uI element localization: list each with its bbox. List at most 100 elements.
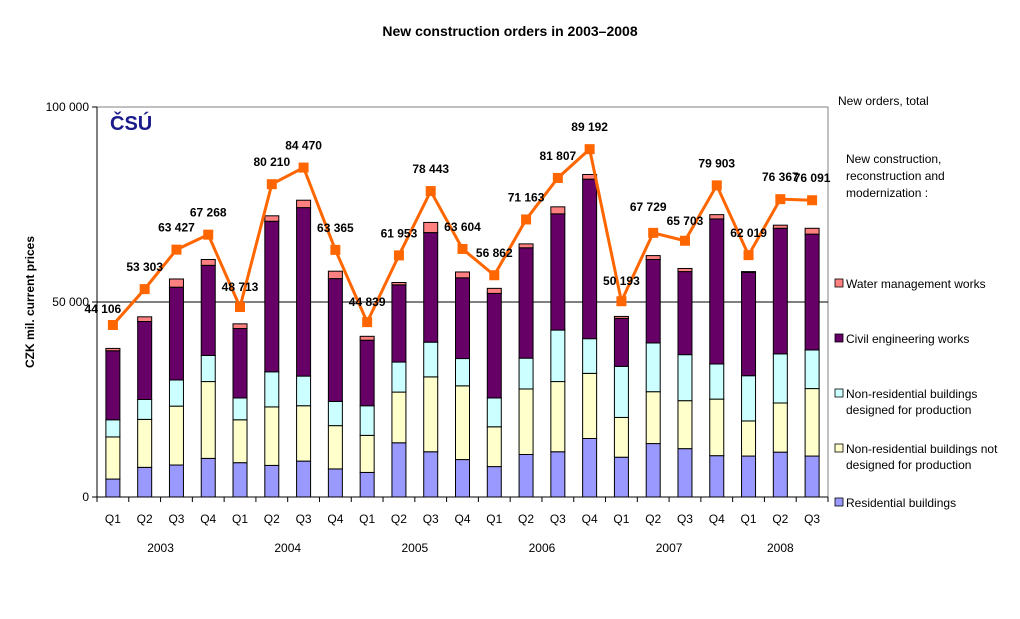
bar-segment-4 bbox=[741, 271, 757, 273]
total-data-label: 76 091 bbox=[794, 171, 831, 185]
bar-segment-1 bbox=[137, 418, 153, 468]
bar-stack bbox=[709, 214, 725, 498]
bar-segment-2 bbox=[232, 397, 248, 421]
bar-segment-3 bbox=[359, 339, 375, 407]
bar-segment-0 bbox=[677, 448, 693, 498]
bar-segment-1 bbox=[200, 381, 216, 459]
bar-segment-2 bbox=[804, 349, 820, 390]
total-line-marker bbox=[425, 186, 436, 197]
x-tick-label: Q3 bbox=[677, 512, 693, 526]
bar-segment-2 bbox=[200, 354, 216, 383]
total-line-marker bbox=[584, 144, 595, 155]
total-line-marker bbox=[139, 284, 150, 295]
bar-segment-4 bbox=[105, 347, 121, 352]
bar-stack bbox=[264, 215, 280, 498]
bar-segment-2 bbox=[137, 399, 153, 420]
x-tick-label: Q1 bbox=[359, 512, 375, 526]
bar-segment-4 bbox=[232, 323, 248, 330]
y-axis: 0 50 000 100 000 bbox=[46, 100, 98, 504]
bar-segment-0 bbox=[709, 455, 725, 498]
year-label: 2004 bbox=[274, 541, 301, 555]
legend-swatch bbox=[834, 388, 844, 398]
total-data-label: 44 839 bbox=[349, 295, 386, 309]
x-tick-label: Q3 bbox=[804, 512, 820, 526]
total-line-marker bbox=[362, 317, 373, 328]
bar-segment-0 bbox=[486, 466, 502, 498]
bar-segment-3 bbox=[804, 233, 820, 351]
x-tick-label: Q1 bbox=[105, 512, 121, 526]
bar-segment-4 bbox=[137, 316, 153, 323]
bar-segment-3 bbox=[741, 271, 757, 377]
bar-segment-1 bbox=[455, 385, 470, 461]
legend-entry: Non-residential buildings designed for pr… bbox=[834, 387, 977, 417]
bar-segment-0 bbox=[105, 478, 121, 498]
legend-group-heading-line: reconstruction and bbox=[846, 169, 945, 183]
bar-segment-0 bbox=[327, 468, 343, 498]
total-line-marker bbox=[457, 243, 468, 254]
bar-stack bbox=[296, 199, 312, 498]
bar-segment-4 bbox=[677, 267, 693, 273]
bar-segment-4 bbox=[327, 270, 343, 280]
total-line-marker bbox=[743, 250, 754, 261]
bar-segment-1 bbox=[359, 434, 375, 473]
bar-segment-3 bbox=[327, 278, 343, 402]
total-line-marker bbox=[330, 244, 341, 255]
legend-entry: Water management works bbox=[834, 277, 986, 291]
x-tick-label: Q2 bbox=[645, 512, 661, 526]
total-data-label: 67 729 bbox=[630, 200, 667, 214]
bar-segment-2 bbox=[327, 400, 343, 427]
x-tick-label: Q3 bbox=[423, 512, 439, 526]
total-line-marker bbox=[489, 270, 500, 281]
bar-segment-1 bbox=[486, 426, 502, 468]
bar-stack bbox=[645, 255, 661, 498]
bar-segment-4 bbox=[264, 215, 280, 222]
total-data-label: 80 210 bbox=[253, 155, 290, 169]
bar-segment-4 bbox=[391, 282, 407, 286]
bar-stack bbox=[455, 271, 470, 498]
legend-label: Residential buildings bbox=[846, 496, 956, 510]
bar-segment-3 bbox=[232, 328, 248, 399]
bar-segment-4 bbox=[296, 199, 312, 209]
legend-entry: Non-residential buildings not designed fo… bbox=[834, 442, 998, 472]
legend-swatch bbox=[834, 333, 844, 343]
bar-stack bbox=[741, 271, 757, 498]
total-data-label: 78 443 bbox=[412, 162, 449, 176]
bar-segment-1 bbox=[677, 400, 693, 450]
total-data-label: 67 268 bbox=[190, 206, 227, 220]
bar-segment-3 bbox=[264, 220, 280, 373]
bar-segment-2 bbox=[677, 354, 693, 402]
total-data-label: 63 365 bbox=[317, 221, 354, 235]
bar-segment-0 bbox=[232, 462, 248, 498]
total-data-label: 62 019 bbox=[730, 226, 767, 240]
x-tick-label: Q4 bbox=[454, 512, 470, 526]
total-data-label: 56 862 bbox=[476, 246, 513, 260]
total-line-marker bbox=[171, 244, 182, 255]
bar-segment-0 bbox=[137, 466, 153, 498]
bar-segment-0 bbox=[359, 471, 375, 498]
bar-segment-0 bbox=[168, 464, 184, 498]
bar-stack bbox=[200, 258, 216, 498]
bar-segment-4 bbox=[772, 224, 788, 229]
bar-segment-2 bbox=[613, 365, 629, 418]
bar-segment-4 bbox=[359, 335, 375, 341]
year-label: 2006 bbox=[529, 541, 556, 555]
legend-swatch bbox=[834, 497, 844, 507]
bar-segment-0 bbox=[200, 457, 216, 498]
total-data-label: 63 604 bbox=[444, 220, 481, 234]
total-line-marker bbox=[521, 214, 532, 225]
total-line-marker bbox=[235, 302, 246, 313]
bar-segment-0 bbox=[455, 459, 470, 498]
bar-segment-4 bbox=[645, 255, 661, 260]
legend-group-heading-line: New construction, bbox=[846, 152, 941, 166]
bar-segment-3 bbox=[168, 286, 184, 381]
bar-stack bbox=[677, 267, 693, 498]
bar-segment-4 bbox=[550, 206, 566, 215]
bar-segment-2 bbox=[709, 363, 725, 400]
bar-segment-1 bbox=[423, 376, 439, 453]
bar-segment-1 bbox=[232, 419, 248, 464]
x-tick-label: Q3 bbox=[168, 512, 184, 526]
bar-segment-3 bbox=[296, 207, 312, 377]
bar-segment-0 bbox=[264, 464, 280, 498]
bar-segment-3 bbox=[518, 247, 534, 359]
